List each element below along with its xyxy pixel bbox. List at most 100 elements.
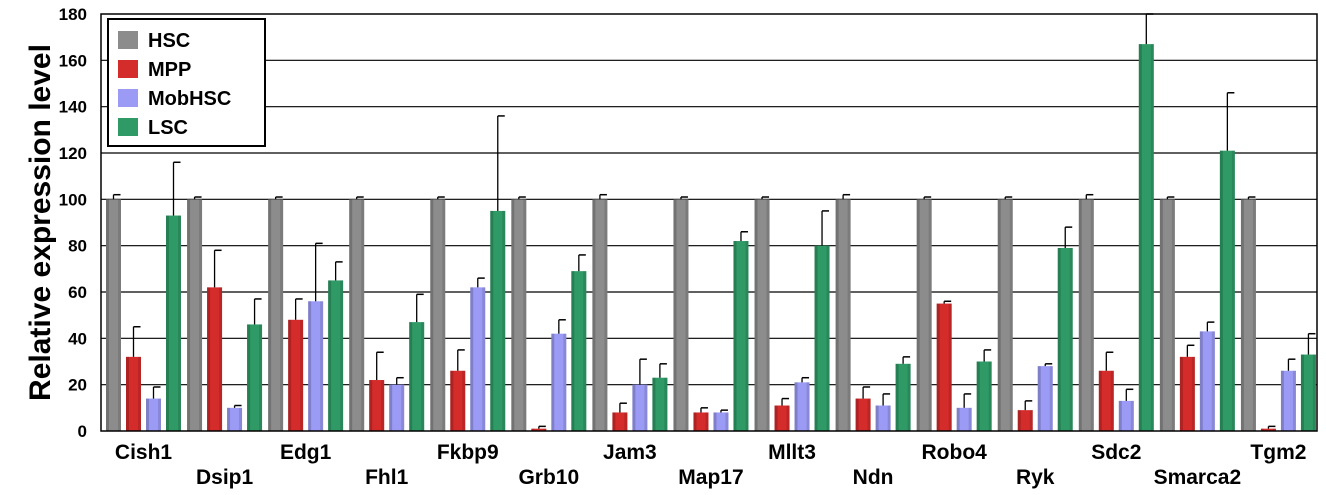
x-tick-label-sdc2: Sdc2 bbox=[1091, 441, 1141, 464]
bar-hsc-fhl1 bbox=[349, 199, 365, 431]
x-tick-label-fhl1: Fhl1 bbox=[365, 466, 408, 489]
bar-shade bbox=[1292, 370, 1296, 431]
bar-hsc-robo4 bbox=[916, 199, 932, 431]
bar-mobhsc-sdc2 bbox=[1118, 400, 1134, 431]
x-tick-label-robo4: Robo4 bbox=[922, 441, 988, 464]
bar-shade bbox=[1199, 331, 1203, 431]
bar-lsc-grb10 bbox=[571, 271, 587, 431]
bar-shade bbox=[867, 398, 871, 431]
legend-label-mobhsc: MobHSC bbox=[148, 88, 231, 110]
bar-mobhsc-cish1 bbox=[146, 398, 161, 431]
bar-shade bbox=[340, 280, 344, 431]
bar-shade bbox=[146, 398, 149, 431]
bar-lsc-ndn bbox=[895, 363, 911, 431]
y-tick-label: 140 bbox=[59, 98, 87, 117]
bar-shade bbox=[1138, 44, 1142, 431]
bar-shade bbox=[713, 412, 717, 431]
bar-shade bbox=[745, 241, 749, 431]
bar-shade bbox=[907, 363, 911, 431]
bar-shade bbox=[1211, 331, 1215, 431]
bar-shade bbox=[948, 303, 952, 431]
bar-shade bbox=[1272, 428, 1276, 431]
legend-swatch-mpp bbox=[118, 60, 138, 78]
bar-shade bbox=[1098, 370, 1102, 431]
bar-mobhsc-ryk bbox=[1037, 366, 1053, 431]
bar-shade bbox=[543, 428, 547, 431]
bar-shade bbox=[300, 319, 304, 431]
bar-shade bbox=[632, 384, 636, 431]
bar-shade bbox=[349, 199, 353, 431]
bar-mpp-fkbp9 bbox=[450, 370, 466, 431]
bar-shade bbox=[673, 199, 677, 431]
bar-shade bbox=[199, 199, 203, 431]
bar-shade bbox=[968, 407, 972, 431]
bar-shade bbox=[138, 356, 141, 431]
x-tick-label-ndn: Ndn bbox=[853, 466, 894, 489]
bar-shade bbox=[239, 407, 243, 431]
bar-shade bbox=[1280, 370, 1284, 431]
bar-shade bbox=[1179, 356, 1183, 431]
legend-swatch-lsc bbox=[118, 118, 138, 136]
y-tick-label: 80 bbox=[68, 237, 87, 256]
bar-shade bbox=[166, 215, 169, 431]
bar-shade bbox=[612, 412, 616, 431]
bar-shade bbox=[1171, 199, 1175, 431]
bar-shade bbox=[1069, 247, 1073, 431]
bar-shade bbox=[126, 356, 129, 431]
bar-mpp-sdc2 bbox=[1098, 370, 1114, 431]
y-tick-label: 180 bbox=[59, 5, 87, 24]
x-tick-label-grb10: Grb10 bbox=[518, 466, 579, 489]
bar-shade bbox=[1118, 400, 1122, 431]
bar-shade bbox=[1150, 44, 1154, 431]
bar-shade bbox=[1037, 366, 1041, 431]
bar-shade bbox=[1231, 150, 1235, 431]
bar-mpp-cish1 bbox=[126, 356, 141, 431]
bar-shade bbox=[409, 322, 413, 431]
legend-swatch-hsc bbox=[118, 31, 138, 49]
bar-shade bbox=[774, 405, 778, 431]
bar-shade bbox=[847, 199, 851, 431]
x-tick-label-map17: Map17 bbox=[678, 466, 743, 489]
bar-shade bbox=[766, 199, 770, 431]
bar-shade bbox=[1130, 400, 1134, 431]
bar-shade bbox=[988, 361, 992, 431]
legend-label-lsc: LSC bbox=[148, 117, 188, 139]
x-tick-label-jam3: Jam3 bbox=[603, 441, 657, 464]
bar-shade bbox=[227, 407, 231, 431]
bar-shade bbox=[328, 280, 332, 431]
bar-shade bbox=[936, 303, 940, 431]
bar-shade bbox=[1300, 354, 1304, 431]
bar-shade bbox=[158, 398, 161, 431]
bar-shade bbox=[178, 215, 181, 431]
bar-shade bbox=[320, 301, 324, 431]
bar-shade bbox=[754, 199, 758, 431]
bar-mpp-ryk bbox=[1017, 410, 1033, 431]
bar-shade bbox=[430, 199, 434, 431]
bar-shade bbox=[693, 412, 697, 431]
bar-shade bbox=[592, 199, 596, 431]
bar-lsc-cish1 bbox=[166, 215, 181, 431]
bar-shade bbox=[1240, 199, 1244, 431]
bar-lsc-dsip1 bbox=[247, 324, 263, 431]
bar-mobhsc-dsip1 bbox=[227, 407, 243, 431]
bar-shade bbox=[551, 333, 555, 431]
bar-hsc-smarca2 bbox=[1159, 199, 1175, 431]
bar-shade bbox=[106, 199, 109, 431]
x-tick-label-dsip1: Dsip1 bbox=[196, 466, 254, 489]
bar-shade bbox=[1017, 410, 1021, 431]
bar-shade bbox=[705, 412, 709, 431]
bar-hsc-map17 bbox=[673, 199, 689, 431]
bar-shade bbox=[1049, 366, 1053, 431]
y-tick-label: 40 bbox=[68, 329, 87, 348]
bar-mobhsc-smarca2 bbox=[1199, 331, 1215, 431]
bar-lsc-sdc2 bbox=[1138, 44, 1154, 431]
bar-mpp-map17 bbox=[693, 412, 709, 431]
bar-shade bbox=[733, 241, 737, 431]
bar-shade bbox=[308, 301, 312, 431]
bar-shade bbox=[806, 382, 810, 431]
bar-shade bbox=[1159, 199, 1163, 431]
x-tick-label-smarca2: Smarca2 bbox=[1154, 466, 1242, 489]
bar-shade bbox=[976, 361, 980, 431]
bar-shade bbox=[895, 363, 899, 431]
bar-mobhsc-ndn bbox=[875, 405, 891, 431]
